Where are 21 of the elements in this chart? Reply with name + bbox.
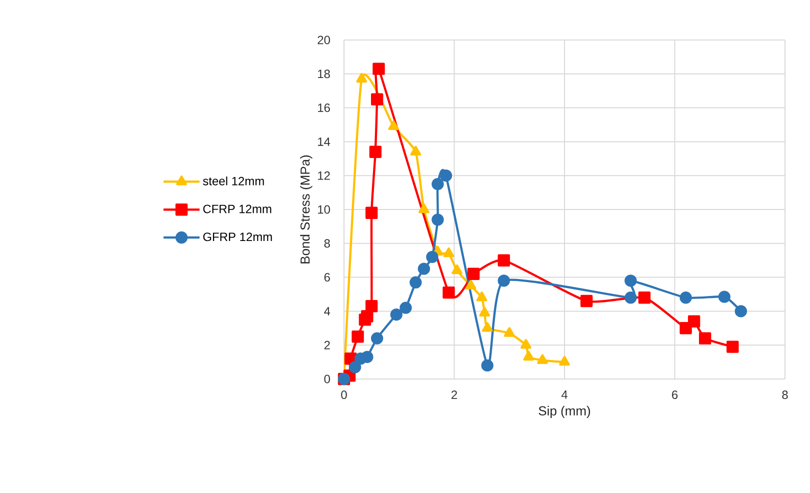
y-tick-label: 0: [324, 374, 330, 384]
x-tick-label: 4: [561, 390, 568, 399]
y-tick-label: 6: [324, 273, 330, 282]
y-tick-label: 20: [318, 36, 330, 44]
y-tick-label: 14: [318, 138, 330, 146]
y-tick-label: 18: [318, 70, 330, 78]
legend-label: GFRP 12mm: [203, 232, 272, 242]
y-tick-label: 10: [318, 205, 330, 214]
x-tick-label: 2: [452, 390, 457, 399]
legend-label: steel 12mm: [202, 176, 264, 186]
x-tick-label: 0: [341, 390, 347, 400]
x-tick-label: 8: [782, 390, 788, 400]
x-axis-title: Sip (mm): [538, 406, 590, 418]
x-tick-label: 6: [672, 390, 678, 400]
y-tick-label: 8: [324, 239, 330, 248]
y-tick-label: 16: [318, 104, 330, 112]
y-tick-label: 12: [318, 171, 330, 180]
y-tick-label: 2: [324, 340, 330, 350]
y-axis-title: Bond Stress (MPa): [300, 155, 312, 264]
legend-label: CFRP 12mm: [203, 204, 272, 214]
y-tick-label: 4: [324, 307, 330, 316]
